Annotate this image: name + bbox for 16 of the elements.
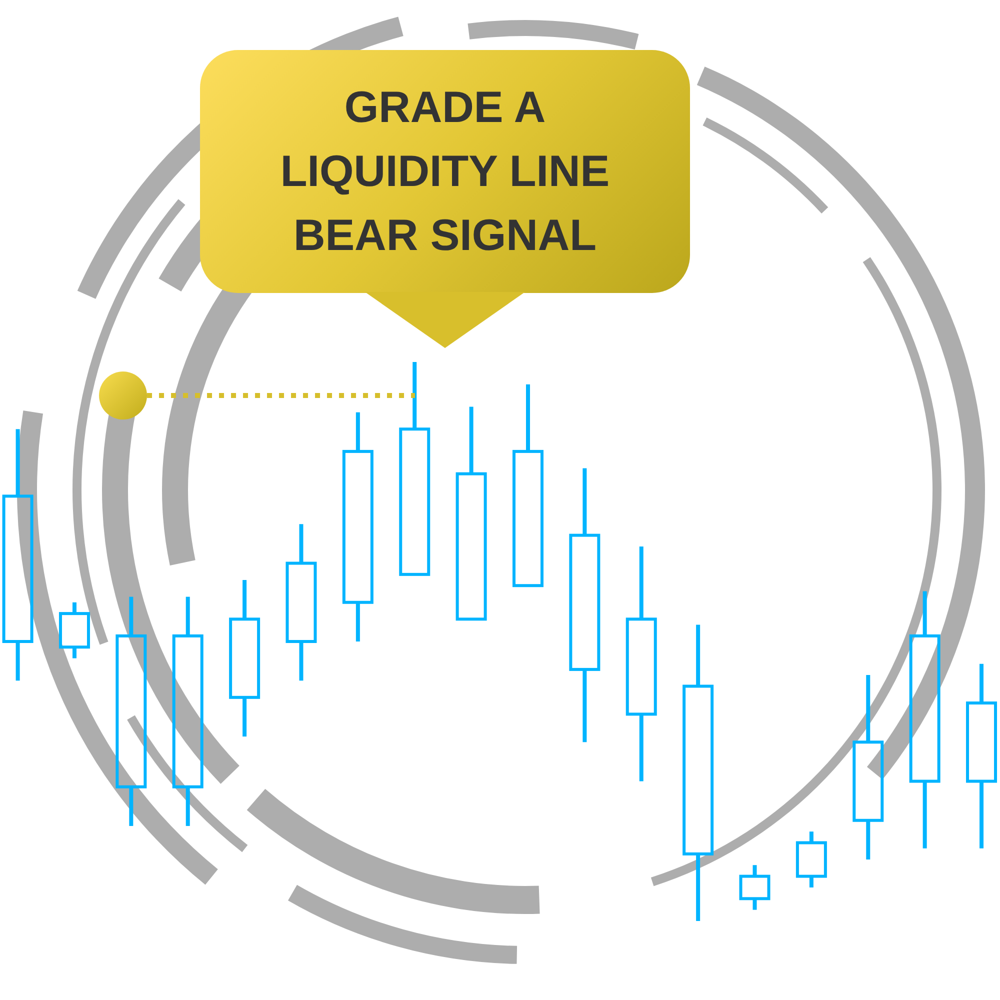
candlestick [739, 865, 770, 910]
candlestick [682, 624, 714, 921]
chart-title: GRADE A LIQUIDITY LINE BEAR SIGNAL [279, 82, 611, 262]
candlestick [58, 602, 90, 658]
candlestick [2, 429, 34, 681]
candlestick [116, 596, 147, 826]
candlestick [626, 546, 657, 782]
candlestick [229, 580, 260, 737]
candlestick [172, 596, 204, 826]
candlestick [966, 664, 998, 848]
candlestick [569, 468, 600, 742]
candlestick [796, 832, 827, 888]
candlestick [909, 591, 940, 848]
candlestick [342, 412, 374, 642]
candlestick [286, 524, 317, 681]
candlestick [852, 675, 884, 860]
